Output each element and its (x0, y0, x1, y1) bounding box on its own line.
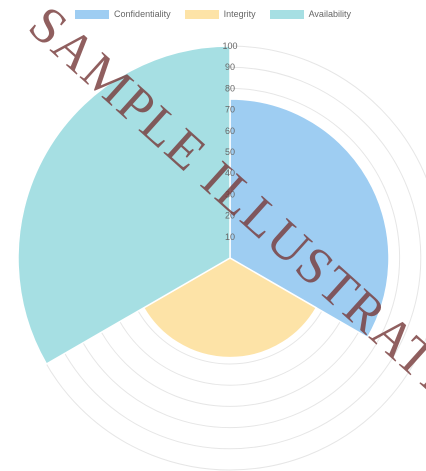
tick-label-10: 10 (225, 232, 235, 242)
legend-label-integrity: Integrity (223, 9, 256, 19)
legend-label-confidentiality: Confidentiality (114, 9, 171, 19)
legend-item-confidentiality[interactable]: Confidentiality (75, 8, 171, 20)
legend-swatch-confidentiality (75, 9, 110, 19)
tick-label-20: 20 (225, 211, 235, 221)
chart-legend: Confidentiality Integrity Availability (0, 8, 426, 20)
tick-label-30: 30 (225, 189, 235, 199)
slices (17, 45, 390, 366)
tick-label-80: 80 (225, 83, 235, 93)
tick-label-40: 40 (225, 168, 235, 178)
tick-label-70: 70 (225, 105, 235, 115)
legend-item-availability[interactable]: Availability (269, 8, 351, 20)
slice-availability[interactable] (17, 45, 231, 366)
tick-label-100: 100 (222, 41, 237, 51)
radial-tick-labels: 10 20 30 40 50 60 70 80 90 100 (222, 41, 237, 242)
tick-label-50: 50 (225, 147, 235, 157)
legend-swatch-availability (269, 9, 304, 19)
slice-confidentiality[interactable] (229, 98, 390, 339)
legend-label-availability: Availability (308, 9, 351, 19)
tick-label-90: 90 (225, 62, 235, 72)
legend-swatch-integrity (184, 9, 219, 19)
legend-item-integrity[interactable]: Integrity (184, 8, 256, 20)
tick-label-60: 60 (225, 126, 235, 136)
